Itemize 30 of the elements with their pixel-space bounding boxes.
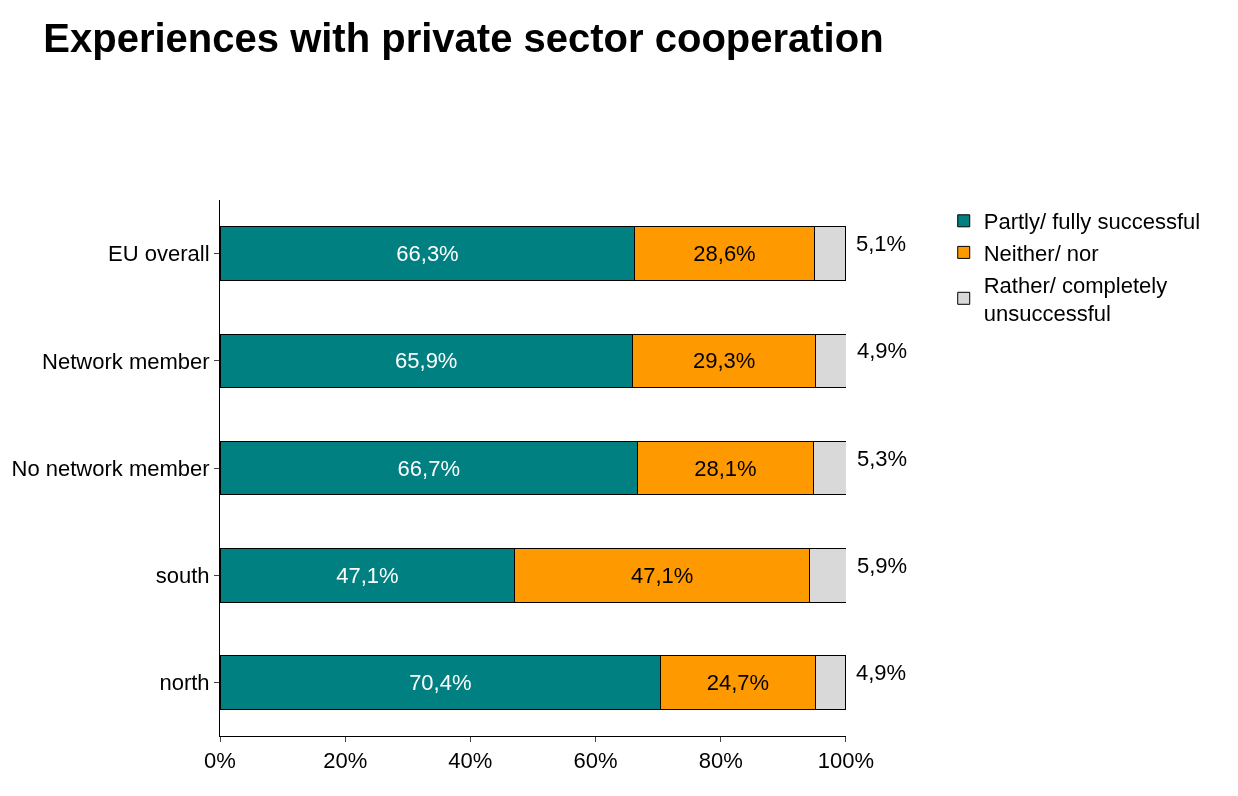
chart-title: Experiences with private sector cooperation (43, 15, 884, 60)
legend-label: Rather/ completely unsuccessful (983, 272, 1168, 327)
legend-label: Neither/ nor (983, 240, 1099, 266)
data-label: 4,9% (856, 660, 907, 685)
x-tick-label: 80% (698, 748, 743, 774)
x-tick-label: 40% (448, 748, 493, 774)
y-tick-label: No network member (11, 455, 210, 481)
data-label: 5,3% (857, 446, 908, 471)
y-tick-label: south (155, 562, 210, 588)
data-label: 70,4% (409, 669, 472, 695)
data-label: 4,9% (857, 338, 908, 363)
x-tick-label: 20% (323, 748, 368, 774)
y-tick-label: Network member (42, 348, 210, 374)
y-tick-label: EU overall (108, 241, 210, 267)
data-label: 65,9% (395, 348, 458, 374)
x-tick-label: 0% (204, 748, 236, 774)
data-label: 24,7% (706, 669, 770, 695)
data-label: 47,1% (631, 562, 694, 588)
data-label: 5,1% (856, 231, 907, 256)
data-label: 5,9% (857, 553, 908, 578)
data-label: 47,1% (336, 562, 399, 588)
y-tick-label: north (159, 670, 210, 696)
legend-label: Partly/ fully successful (983, 209, 1201, 235)
data-label: 66,3% (396, 241, 459, 267)
x-tick-label: 60% (573, 748, 618, 774)
data-label: 29,3% (692, 348, 756, 374)
data-label: 28,1% (694, 455, 757, 481)
x-tick-label: 100% (817, 748, 875, 774)
data-label: 66,7% (397, 455, 460, 481)
data-label: 28,6% (693, 241, 756, 267)
